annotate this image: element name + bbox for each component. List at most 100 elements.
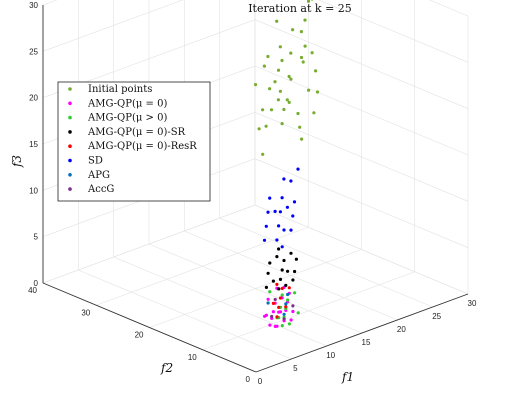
data-point-series-4 (278, 296, 283, 300)
x-tick-label: 20 (397, 325, 406, 334)
grid-line (254, 158, 469, 248)
legend-marker (68, 158, 72, 163)
data-point-series-5 (282, 177, 286, 181)
data-point-series-5 (289, 179, 293, 183)
data-point-series-0 (268, 87, 272, 91)
legend-item: APG (68, 170, 110, 181)
data-point-series-0 (299, 55, 304, 60)
data-point-series-4 (275, 315, 279, 319)
legend-item: AccG (68, 184, 114, 195)
x-tick-label: 5 (293, 364, 298, 373)
data-point-series-5 (291, 214, 295, 218)
grid-line (428, 0, 469, 17)
z-tick-label: 25 (29, 47, 38, 56)
data-point-series-0 (276, 98, 280, 102)
legend-label: Initial points (88, 84, 152, 95)
data-point-series-0 (312, 111, 316, 115)
data-point-series-0 (289, 51, 293, 55)
legend-label: AMG-QP(μ = 0) (87, 98, 167, 109)
data-point-series-3 (284, 283, 288, 287)
data-point-series-3 (271, 279, 275, 283)
y-tick-label: 0 (246, 375, 251, 384)
data-point-series-6 (266, 301, 270, 305)
data-point-series-4 (275, 282, 279, 286)
data-point-series-0 (315, 90, 320, 94)
data-point-series-5 (275, 238, 279, 242)
data-point-series-0 (310, 51, 314, 55)
data-point-series-0 (280, 58, 284, 63)
data-point-series-7 (273, 297, 277, 302)
legend-marker (68, 130, 72, 134)
data-point-series-3 (280, 268, 284, 272)
grid-line (254, 19, 469, 109)
legend-label: AccG (87, 184, 114, 195)
data-point-series-2 (287, 322, 291, 326)
legend-label: AMG-QP(μ = 0)-SR (87, 127, 186, 138)
data-point-series-2 (268, 290, 272, 294)
grid-line (254, 112, 469, 202)
data-point-series-5 (266, 210, 270, 214)
z-tick-label: 5 (34, 233, 39, 242)
legend-marker (68, 101, 72, 106)
data-point-series-0 (314, 69, 318, 73)
legend-marker (68, 87, 72, 91)
data-point-series-3 (278, 277, 283, 281)
data-point-series-5 (280, 245, 284, 249)
x-tick-label: 15 (362, 338, 371, 347)
legend-item: Initial points (68, 84, 152, 95)
legend-marker (68, 187, 72, 191)
legend-marker (68, 115, 72, 120)
z-tick-label: 15 (29, 140, 38, 149)
grid-line (202, 271, 415, 351)
data-point-series-1 (289, 318, 293, 322)
x-axis-label: f1 (341, 370, 354, 384)
data-point-series-2 (286, 298, 290, 302)
data-point-series-0 (299, 30, 303, 34)
data-point-series-3 (264, 285, 268, 289)
data-point-series-1 (266, 297, 270, 301)
data-point-series-5 (280, 196, 284, 200)
y-tick-label: 40 (28, 286, 37, 295)
data-point-series-3 (268, 261, 272, 265)
data-point-series-3 (293, 269, 297, 274)
legend-item: AMG-QP(μ = 0) (68, 98, 167, 109)
data-point-series-5 (278, 210, 282, 214)
data-point-series-5 (262, 238, 267, 242)
data-point-series-4 (287, 286, 291, 290)
data-point-series-1 (275, 324, 279, 328)
legend-item: SD (68, 156, 103, 167)
grid-line (318, 0, 469, 63)
grid-line (254, 65, 469, 156)
data-point-series-7 (270, 314, 274, 319)
y-axis-line (42, 282, 257, 373)
legend-box (57, 81, 211, 202)
grid-line (42, 0, 184, 52)
data-point-series-0 (296, 111, 300, 116)
data-point-series-4 (277, 305, 281, 309)
data-point-series-3 (289, 251, 293, 255)
data-point-series-0 (306, 0, 311, 3)
data-point-series-7 (282, 317, 286, 321)
data-point-series-0 (287, 100, 291, 104)
data-point-series-6 (284, 302, 288, 306)
data-point-series-5 (273, 209, 277, 213)
chart-title: Iteration at k = 25 (248, 2, 352, 15)
z-axis-label: f3 (10, 155, 24, 168)
data-point-series-6 (282, 312, 286, 316)
data-point-series-2 (280, 293, 284, 297)
grid-line (42, 204, 256, 284)
data-point-series-0 (285, 98, 289, 102)
data-point-series-3 (277, 287, 281, 291)
data-point-series-3 (275, 255, 279, 259)
data-point-series-5 (268, 196, 272, 200)
data-point-series-0 (289, 77, 293, 81)
y-tick-label: 20 (135, 331, 144, 340)
data-point-series-5 (277, 224, 281, 228)
data-point-series-1 (263, 314, 267, 318)
data-point-series-0 (303, 18, 307, 22)
data-point-series-5 (296, 167, 300, 171)
data-point-series-3 (291, 278, 295, 282)
x-axis-line (255, 293, 469, 373)
legend-item: AMG-QP(μ = 0)-SR (68, 127, 186, 138)
